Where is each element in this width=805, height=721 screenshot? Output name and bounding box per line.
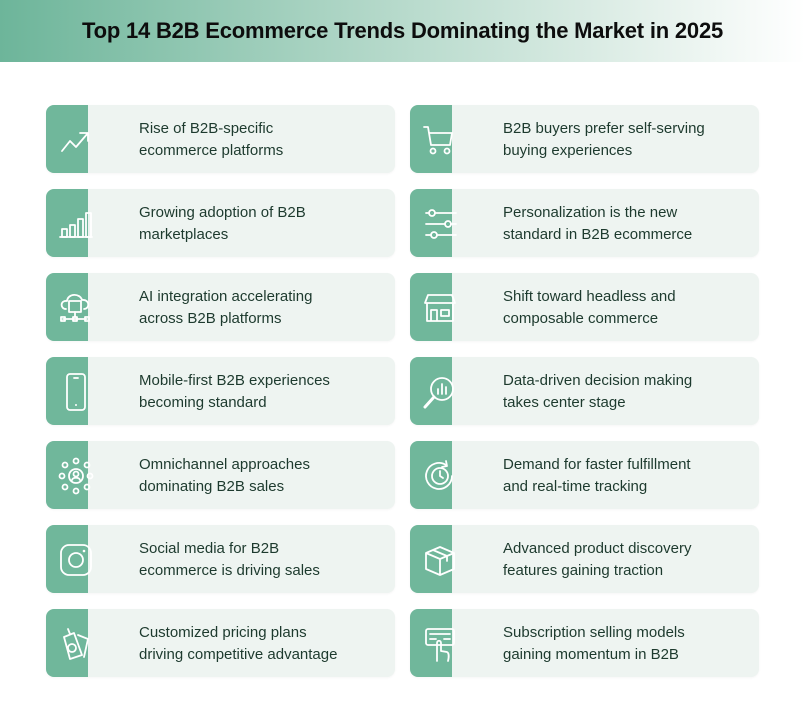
icon-panel (46, 441, 94, 509)
icon-panel (410, 525, 455, 593)
trend-label: Personalization is the new standard in B2… (503, 202, 753, 246)
icon-panel (46, 273, 90, 341)
sliders-icon (425, 209, 457, 239)
trend-label-line: standard in B2B ecommerce (503, 226, 693, 243)
subscription-hand-icon (425, 628, 455, 662)
shopping-cart-icon (423, 126, 453, 155)
header-banner (0, 0, 805, 62)
instagram-icon (60, 544, 92, 576)
trend-label: Advanced product discovery features gaini… (503, 538, 753, 582)
icon-panel (410, 441, 453, 509)
icon-panel (46, 609, 89, 677)
trend-label: Subscription selling models gaining momen… (503, 622, 753, 666)
trend-label-line: buying experiences (503, 142, 633, 159)
trend-label-line: Personalization is the new (503, 204, 678, 221)
trend-label-line: AI integration accelerating (139, 288, 313, 305)
icon-panel (410, 273, 456, 341)
trend-label-line: Shift toward headless and (503, 288, 676, 305)
trend-card: B2B buyers prefer self-serving buying exp… (410, 105, 759, 173)
icon-panel (46, 105, 89, 173)
trend-label-line: across B2B platforms (139, 310, 282, 327)
trend-label: Rise of B2B-specific ecommerce platforms (139, 118, 389, 162)
trend-up-icon (61, 132, 89, 152)
trend-card: Personalization is the new standard in B2… (410, 189, 759, 257)
trend-label-line: marketplaces (139, 226, 229, 243)
mobile-phone-icon (66, 373, 86, 411)
trend-card: Shift toward headless and composable comm… (410, 273, 759, 341)
trend-label: Social media for B2B ecommerce is driving… (139, 538, 389, 582)
bar-chart-icon (59, 212, 93, 238)
trend-label: Growing adoption of B2B marketplaces (139, 202, 389, 246)
trend-label-line: Social media for B2B (139, 540, 280, 557)
trend-label-line: Mobile-first B2B experiences (139, 372, 330, 389)
trend-card: Mobile-first B2B experiences becoming sta… (46, 357, 395, 425)
trend-label: Mobile-first B2B experiences becoming sta… (139, 370, 389, 414)
icon-panel (410, 357, 454, 425)
trend-label-line: Customized pricing plans (139, 624, 307, 641)
icon-panel (46, 357, 88, 425)
trend-label: Shift toward headless and composable comm… (503, 286, 753, 330)
trend-label: AI integration accelerating across B2B pl… (139, 286, 389, 330)
trend-label-line: takes center stage (503, 394, 626, 411)
trend-label-line: Rise of B2B-specific (139, 120, 274, 137)
clock-refresh-icon (425, 460, 453, 490)
trend-label-line: driving competitive advantage (139, 646, 338, 663)
trend-label-line: B2B buyers prefer self-serving (503, 120, 705, 137)
package-box-icon (425, 546, 455, 576)
storefront-icon (424, 294, 456, 322)
trend-label: Demand for faster fulfillment and real-ti… (503, 454, 753, 498)
trend-card: AI integration accelerating across B2B pl… (46, 273, 395, 341)
trend-card: Omnichannel approaches dominating B2B sal… (46, 441, 395, 509)
trend-label-line: gaining momentum in B2B (503, 646, 679, 663)
icon-panel (410, 189, 457, 257)
trend-label-line: ecommerce is driving sales (139, 562, 320, 579)
trend-label-line: and real-time tracking (503, 478, 648, 495)
trend-label-line: Demand for faster fulfillment (503, 456, 691, 473)
trend-label-line: composable commerce (503, 310, 659, 327)
trend-label: Omnichannel approaches dominating B2B sal… (139, 454, 389, 498)
trend-label-line: ecommerce platforms (139, 142, 284, 159)
trend-label-line: Subscription selling models (503, 624, 685, 641)
trend-card: Customized pricing plans driving competit… (46, 609, 395, 677)
icon-panel (410, 105, 453, 173)
trend-card: Advanced product discovery features gaini… (410, 525, 759, 593)
trend-card: Growing adoption of B2B marketplaces (46, 189, 395, 257)
icon-panel (410, 609, 455, 677)
trend-card: Rise of B2B-specific ecommerce platforms (46, 105, 395, 173)
trend-card: Data-driven decision making takes center … (410, 357, 759, 425)
price-tag-icon (63, 628, 89, 660)
trend-label-line: becoming standard (139, 394, 267, 411)
trend-card: Demand for faster fulfillment and real-ti… (410, 441, 759, 509)
ai-cloud-icon (60, 293, 90, 322)
trend-label-line: features gaining traction (503, 562, 664, 579)
trend-label-line: Omnichannel approaches (139, 456, 310, 473)
network-user-icon (58, 457, 94, 495)
page-title: Top 14 B2B Ecommerce Trends Dominating t… (81, 18, 724, 43)
trend-label-line: Growing adoption of B2B (139, 204, 306, 221)
trend-card: Subscription selling models gaining momen… (410, 609, 759, 677)
trend-label-line: Advanced product discovery (503, 540, 692, 557)
trend-label: B2B buyers prefer self-serving buying exp… (503, 118, 753, 162)
icon-panel (46, 189, 93, 257)
trend-label: Data-driven decision making takes center … (503, 370, 753, 414)
icon-panel (46, 525, 92, 593)
magnifier-chart-icon (423, 377, 454, 409)
trend-label: Customized pricing plans driving competit… (139, 622, 389, 666)
trend-card: Social media for B2B ecommerce is driving… (46, 525, 395, 593)
trend-label-line: dominating B2B sales (139, 478, 285, 495)
trend-label-line: Data-driven decision making (503, 372, 693, 389)
